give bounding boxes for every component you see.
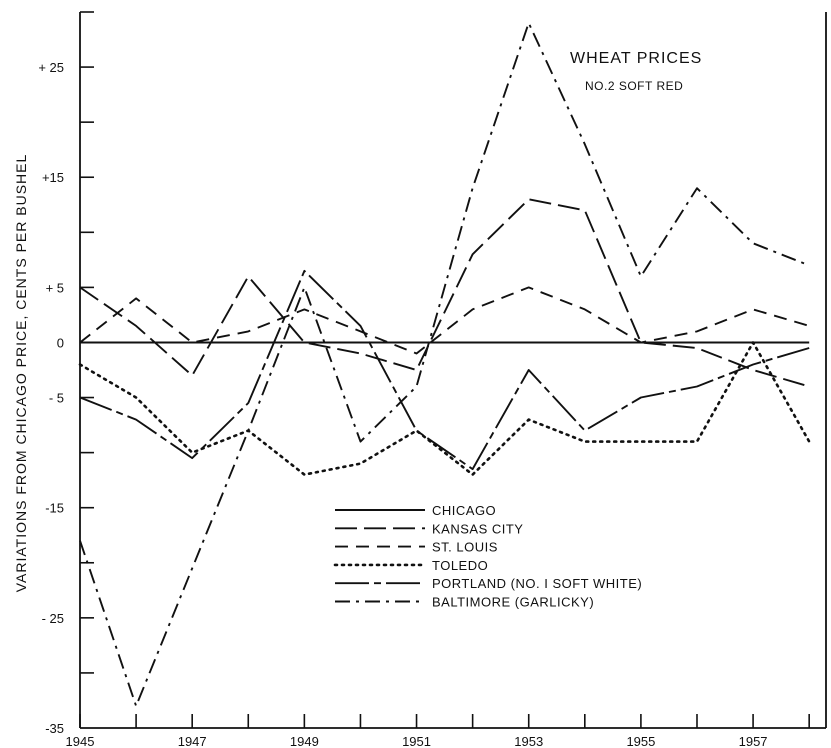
legend: CHICAGO KANSAS CITY ST. LOUIS TOLEDO PORTLAN… [333,503,642,610]
y-tick-label: 0 [57,335,64,350]
x-tick-label: 1955 [626,734,655,748]
series-line-5 [79,22,810,707]
legend-label-1: KANSAS CITY [432,521,523,536]
x-tick-label: 1957 [739,734,768,748]
y-tick-label: + 25 [38,60,64,75]
plot-frame [79,12,827,729]
chart-subtitle: NO.2 SOFT RED [585,79,683,93]
legend-label-5: BALTIMORE (GARLICKY) [432,595,594,610]
chart-title: WHEAT PRICES [570,50,702,67]
y-tick-label: - 5 [49,391,64,406]
series-line-4 [79,269,810,471]
y-tick-label: - 25 [42,611,64,626]
y-tick-label: -35 [45,721,64,736]
y-tick-label: -15 [45,501,64,516]
y-tick-label: +15 [42,170,64,185]
legend-label-3: TOLEDO [432,558,488,573]
legend-label-0: CHICAGO [432,503,496,518]
y-tick-label: + 5 [46,280,64,295]
x-tick-label: 1951 [402,734,431,748]
x-tick-label: 1949 [290,734,319,748]
y-axis-title: VARIATIONS FROM CHICAGO PRICE, CENTS PER… [13,154,29,593]
series-lines [78,22,811,707]
series-line-1 [79,198,810,388]
x-tick-label: 1945 [66,734,95,748]
x-tick-label: 1953 [514,734,543,748]
series-line-3 [78,341,811,476]
legend-label-2: ST. LOUIS [432,540,498,555]
legend-label-4: PORTLAND (NO. I SOFT WHITE) [432,576,642,591]
series-line-2 [79,286,810,355]
x-tick-label: 1947 [178,734,207,748]
